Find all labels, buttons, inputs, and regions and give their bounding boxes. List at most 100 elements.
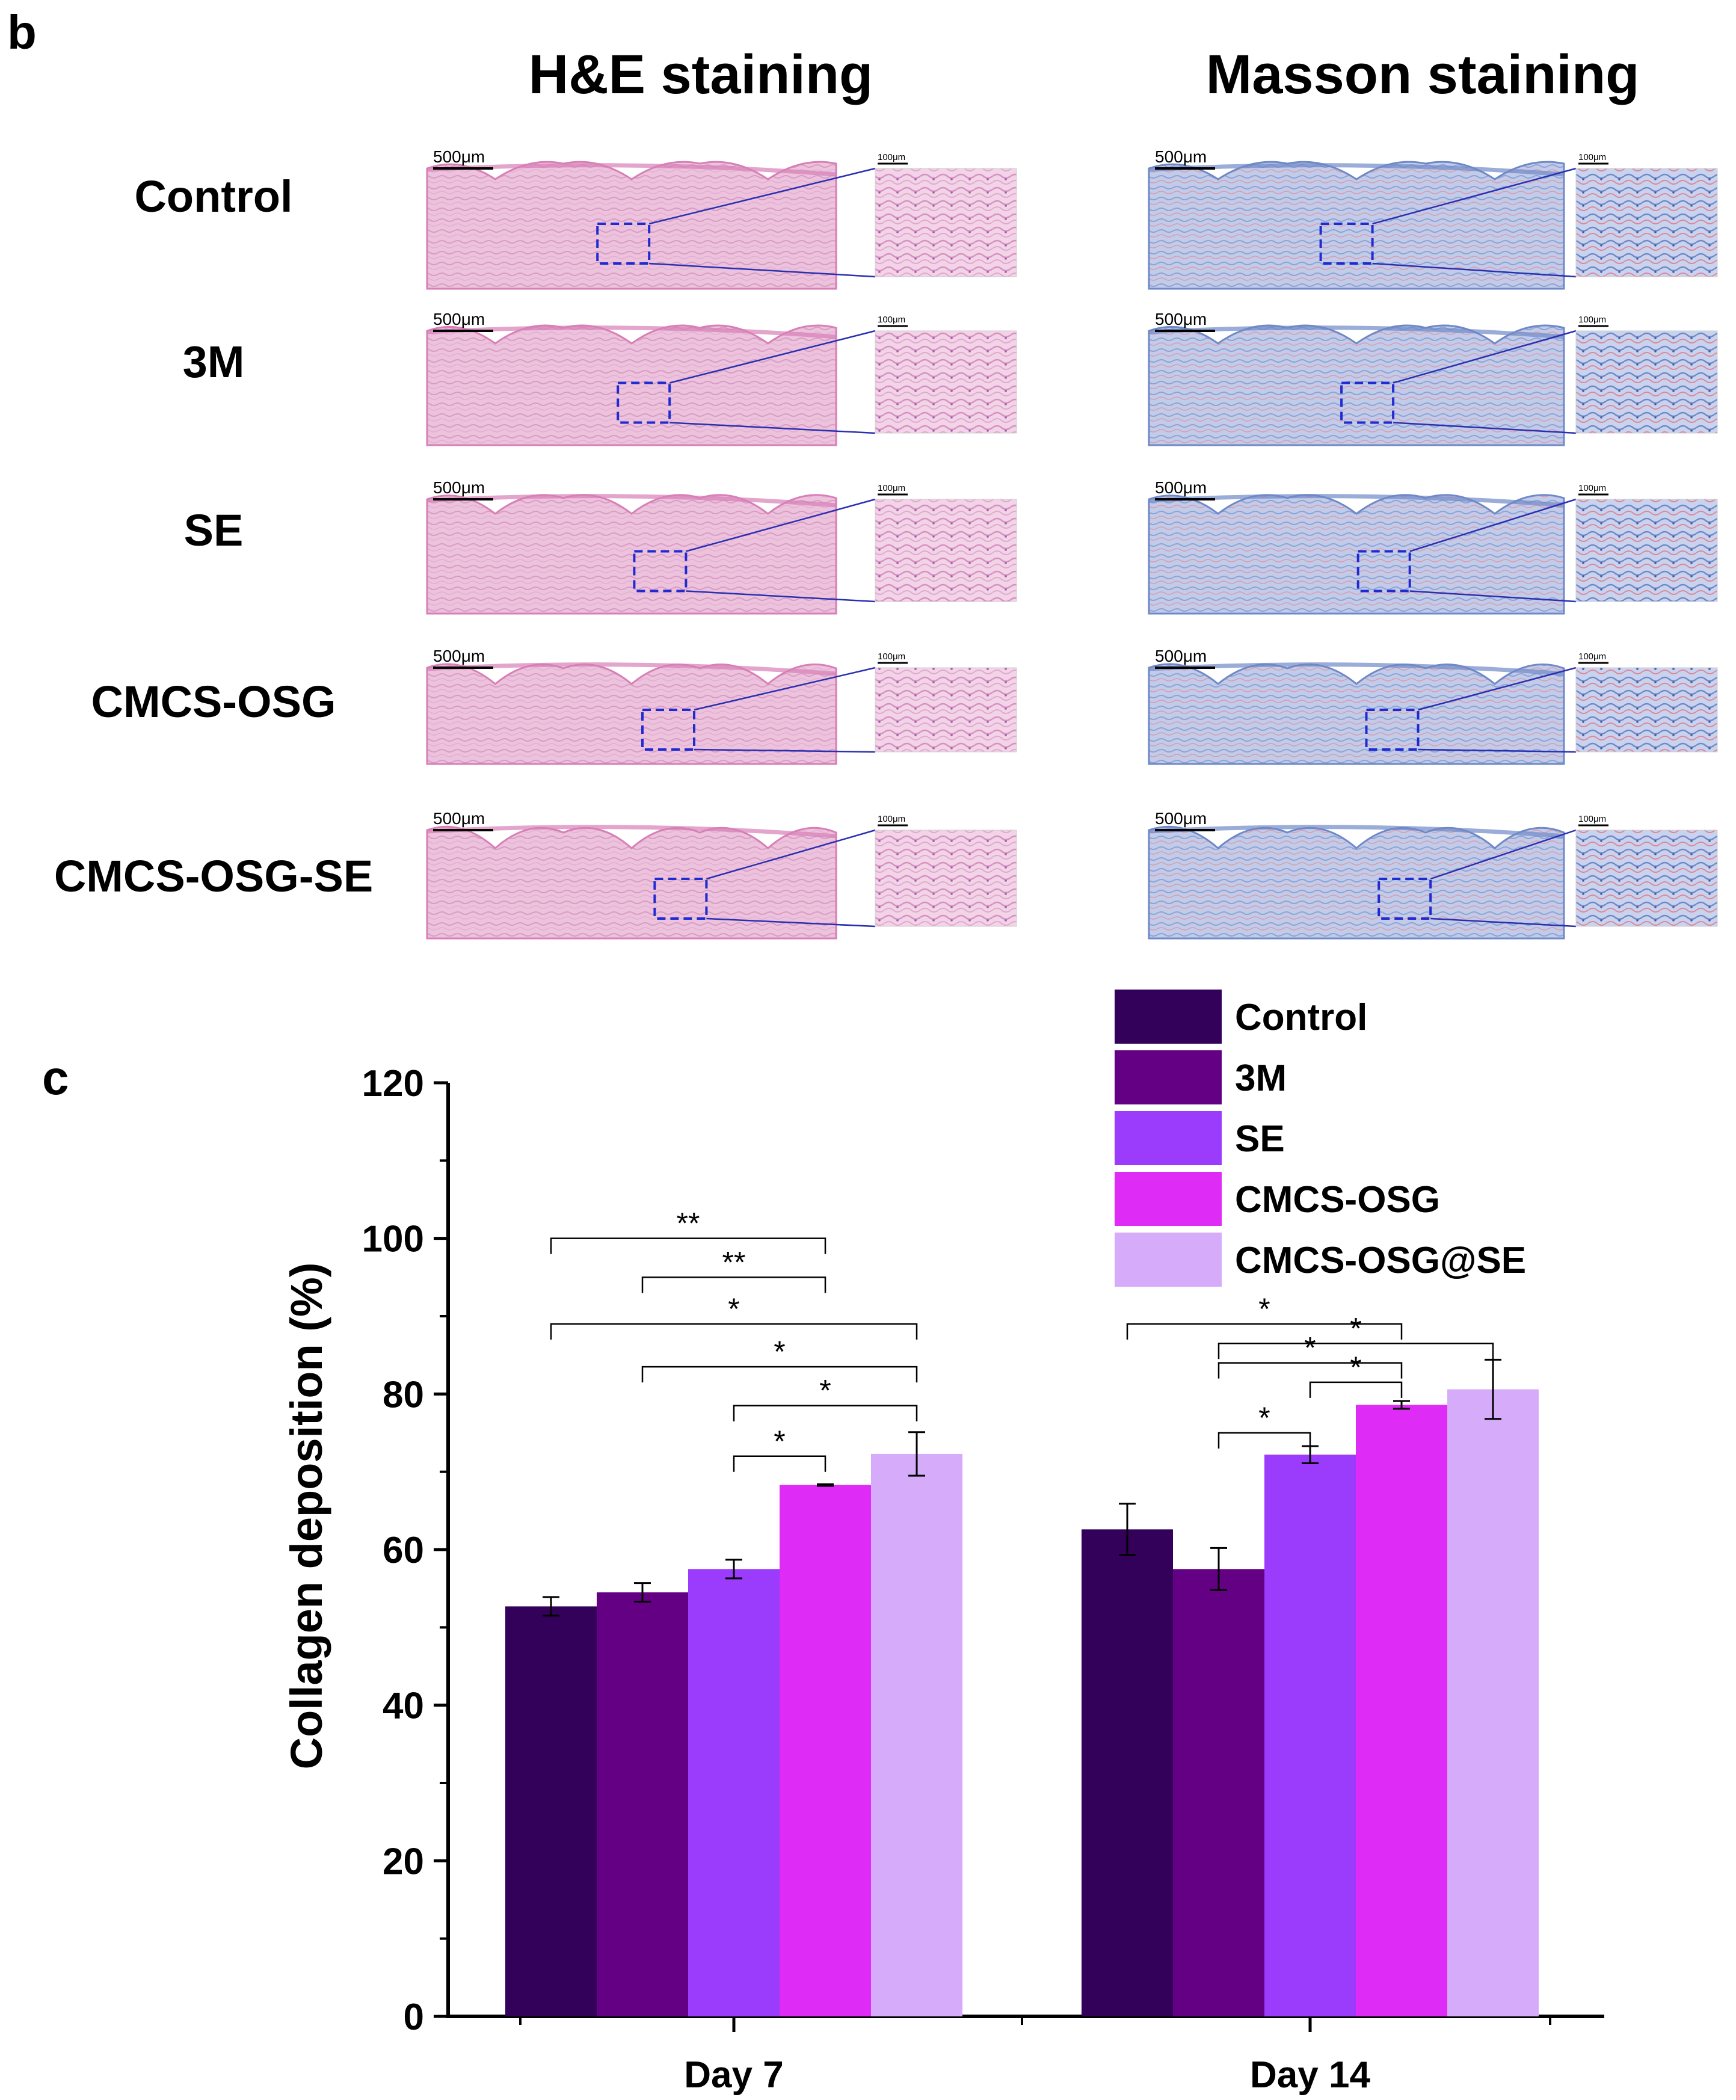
- y-tick-label-80: 80: [383, 1374, 424, 1415]
- zoom-line-bottom-cmcs-osg-he: [694, 748, 876, 753]
- zoom-box-3m-he: [617, 381, 671, 424]
- zoom-line-top-3m-masson: [1393, 330, 1577, 384]
- zoom-panel-cmcs-osg-masson: [1575, 667, 1718, 753]
- legend-label-cmcs-osg: CMCS-OSG: [1235, 1179, 1440, 1221]
- zoom-scale-label-cmcs-osg-se-masson: 100μm: [1578, 814, 1606, 824]
- zoom-line-top-cmcs-osg-masson: [1418, 667, 1577, 711]
- significance-label-9: *: [1350, 1350, 1361, 1384]
- masson-column-title: Masson staining: [1205, 44, 1640, 105]
- bar-cmcs-osg@se-day7: [871, 1453, 962, 2016]
- epidermis-cmcs-osg-se-he: [426, 825, 837, 839]
- zoom-box-se-he: [633, 550, 688, 593]
- x-tick-label-0: Day 7: [684, 2054, 783, 2096]
- zoom-scale-label-control-he: 100μm: [878, 152, 905, 162]
- zoom-panel-se-he: [875, 499, 1017, 602]
- significance-label-2: *: [728, 1292, 739, 1326]
- zoom-line-bottom-control-masson: [1372, 262, 1577, 278]
- he-column-title: H&E staining: [528, 44, 873, 105]
- significance-bracket-7: [1217, 1343, 1494, 1359]
- y-tick-label-40: 40: [383, 1686, 424, 1727]
- scale-label-control-he: 500μm: [433, 147, 485, 166]
- histology-panels: 500μm 100μm 500μm 100μm 500μm 100μm 500μm 100μm…: [426, 147, 1718, 940]
- zoom-line-bottom-3m-masson: [1393, 422, 1577, 434]
- zoom-box-control-masson: [1319, 223, 1374, 265]
- bar-3m-day7: [597, 1592, 688, 2016]
- epidermis-se-masson: [1148, 494, 1565, 508]
- epidermis-cmcs-osg-se-masson: [1148, 825, 1565, 839]
- legend-swatch-cmcs-osg@se: [1115, 1233, 1222, 1287]
- significance-bracket-2: [550, 1323, 918, 1340]
- significance-bracket-0: [550, 1237, 826, 1254]
- significance-label-10: *: [1258, 1401, 1270, 1435]
- significance-bracket-8: [1217, 1362, 1403, 1379]
- scale-label-control-masson: 500μm: [1155, 147, 1207, 166]
- zoom-panel-3m-masson: [1575, 330, 1718, 434]
- significance-label-3: *: [774, 1335, 785, 1369]
- row-label-control: Control: [134, 171, 293, 221]
- tissue-section-control-masson: [1148, 161, 1565, 290]
- zoom-panel-cmcs-osg-se-masson: [1575, 830, 1718, 927]
- y-tick-label-20: 20: [383, 1841, 424, 1882]
- scale-label-se-masson: 500μm: [1155, 478, 1207, 497]
- tissue-section-cmcs-osg-masson: [1148, 663, 1565, 765]
- x-tick-label-1: Day 14: [1250, 2054, 1370, 2096]
- zoom-box-cmcs-osg-se-he: [653, 878, 708, 920]
- y-tick-label-60: 60: [383, 1530, 424, 1571]
- zoom-line-bottom-se-masson: [1409, 590, 1577, 603]
- significance-label-7: *: [1350, 1311, 1361, 1345]
- scale-label-3m-he: 500μm: [433, 310, 485, 328]
- epidermis-3m-masson: [1148, 325, 1565, 339]
- significance-bracket-5: [733, 1455, 826, 1472]
- zoom-line-top-control-masson: [1372, 167, 1577, 225]
- zoom-line-top-3m-he: [669, 330, 876, 384]
- zoom-line-bottom-control-he: [649, 262, 876, 278]
- bar-control-day14: [1082, 1529, 1173, 2016]
- epidermis-se-he: [426, 494, 837, 508]
- zoom-line-top-cmcs-osg-se-he: [706, 829, 876, 880]
- zoom-line-bottom-cmcs-osg-masson: [1418, 748, 1577, 753]
- scale-label-cmcs-osg-se-he: 500μm: [433, 809, 485, 828]
- row-label-cmcs-osg-se: CMCS-OSG-SE: [54, 851, 374, 901]
- panel-b-letter: b: [7, 5, 37, 59]
- tissue-section-se-masson: [1148, 494, 1565, 615]
- significance-bracket-4: [733, 1405, 918, 1421]
- zoom-line-bottom-cmcs-osg-se-he: [706, 917, 876, 928]
- scale-label-cmcs-osg-he: 500μm: [433, 647, 485, 665]
- legend-label-cmcs-osg@se: CMCS-OSG@SE: [1235, 1240, 1526, 1281]
- legend-swatch-3m: [1115, 1050, 1222, 1104]
- zoom-line-bottom-se-he: [686, 590, 876, 603]
- zoom-scale-label-3m-masson: 100μm: [1578, 315, 1606, 325]
- bar-3m-day14: [1173, 1569, 1264, 2016]
- zoom-box-control-he: [596, 223, 651, 265]
- tissue-section-control-he: [426, 161, 837, 290]
- significance-label-4: *: [819, 1374, 831, 1408]
- collagen-bar-chart: Collagen deposition (%) 0 20 40 60 80 100 120 D…: [282, 990, 1604, 2096]
- legend-swatch-control: [1115, 990, 1222, 1044]
- significance-label-8: *: [1304, 1331, 1316, 1365]
- bar-cmcs-osg@se-day14: [1447, 1389, 1539, 2016]
- zoom-line-top-control-he: [648, 167, 876, 225]
- zoom-scale-label-cmcs-osg-he: 100μm: [878, 651, 905, 662]
- zoom-box-cmcs-osg-masson: [1365, 709, 1420, 751]
- significance-label-0: **: [677, 1207, 700, 1240]
- zoom-panel-control-masson: [1575, 168, 1718, 277]
- significance-label-1: **: [722, 1245, 746, 1279]
- legend-label-se: SE: [1235, 1118, 1285, 1160]
- legend-label-control: Control: [1235, 997, 1367, 1038]
- zoom-box-cmcs-osg-he: [641, 709, 695, 751]
- significance-bracket-10: [1217, 1432, 1311, 1449]
- panel-c-letter: c: [42, 1051, 69, 1104]
- y-axis-label: Collagen deposition (%): [282, 1263, 331, 1770]
- row-label-3m: 3M: [182, 337, 245, 387]
- epidermis-cmcs-osg-masson: [1148, 662, 1565, 676]
- significance-label-5: *: [774, 1424, 785, 1458]
- tissue-section-se-he: [426, 494, 837, 615]
- zoom-line-top-cmcs-osg-se-masson: [1430, 829, 1577, 880]
- bar-se-day14: [1264, 1455, 1356, 2016]
- bar-cmcs-osg-day14: [1356, 1405, 1447, 2016]
- row-label-cmcs-osg: CMCS-OSG: [91, 677, 336, 727]
- zoom-scale-label-se-masson: 100μm: [1578, 483, 1606, 493]
- zoom-box-cmcs-osg-se-masson: [1377, 878, 1432, 920]
- y-tick-label-120: 120: [362, 1063, 424, 1104]
